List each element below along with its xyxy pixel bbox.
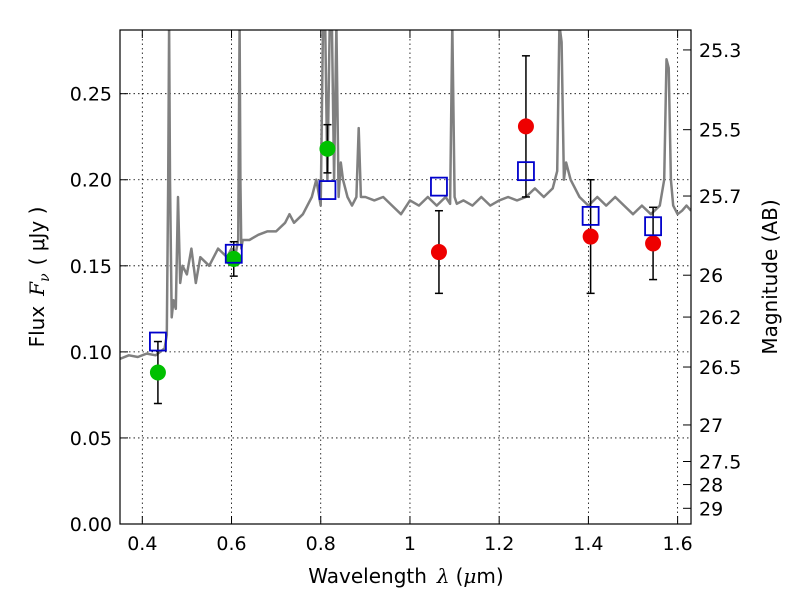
mag-tick-label: 26.2 [699,307,741,329]
y-tick-label: 0.00 [70,514,112,536]
x-tick-label: 1.6 [663,533,693,555]
model-point [644,216,662,237]
mag-tick-label: 25.3 [699,40,741,62]
y-tick-label: 0.10 [70,342,112,364]
x-tick-label: 1 [404,533,416,555]
y-tick-label: 0.25 [70,84,112,106]
model-point [430,176,448,197]
model-point [318,180,337,200]
x-axis-label: Wavelength λ (μm) [308,564,503,588]
x-tick-label: 0.4 [127,533,157,555]
mag-tick-label: 28 [699,475,723,497]
data-point [149,364,166,381]
y2-axis-label: Magnitude (AB) [758,199,782,354]
mag-tick-label: 25.5 [699,120,741,142]
x-tick-label: 0.8 [306,533,336,555]
model-point [581,205,600,226]
y-tick-label: 0.15 [70,256,112,278]
y-axis-label: FluxFν( μJy ) [25,207,53,348]
axis-ticks [120,30,691,525]
model-point [517,161,535,182]
y-tick-label: 0.05 [70,428,112,450]
y-tick-label: 0.20 [70,170,112,192]
model-point [224,243,243,264]
spectrum-layer [120,30,691,360]
plot-background [120,30,691,524]
plot-frame [119,29,692,525]
data-point [430,244,447,261]
x-tick-label: 1.4 [573,533,603,555]
data-point [319,140,336,157]
data-point [517,118,534,135]
mag-tick-label: 25.7 [699,186,741,208]
mag-tick-label: 26.5 [699,357,741,379]
mag-tick-label: 26 [699,265,723,287]
photometry-layer [149,55,662,405]
model-spectrum-line [120,30,691,360]
model-point [149,331,167,352]
data-point [225,250,242,267]
x-tick-label: 0.6 [216,533,246,555]
data-point [645,235,662,252]
mag-tick-label: 29 [699,498,723,520]
x-tick-label: 1.2 [484,533,514,555]
tick-labels: 0.4 0.6 0.8 1 1.2 1.4 1.6 0.00 0.05 0.10 0.15 0.20 0… [70,40,742,555]
data-point [582,228,599,245]
mag-tick-label: 27.5 [699,452,741,474]
mag-tick-label: 27 [699,415,723,437]
